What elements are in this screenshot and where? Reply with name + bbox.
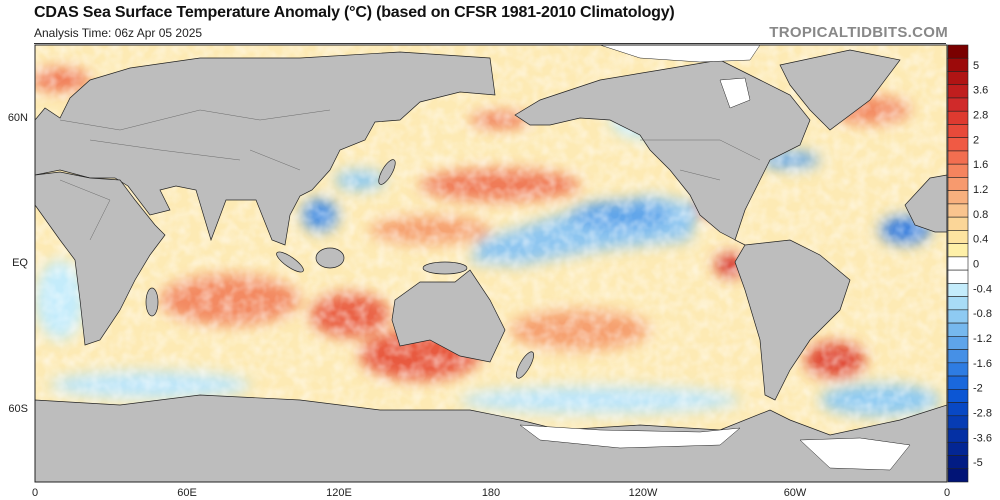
colorbar-segment bbox=[947, 269, 969, 284]
ice-hudson bbox=[719, 77, 751, 109]
colorbar-segment bbox=[947, 71, 969, 86]
land-new-guinea bbox=[422, 261, 468, 275]
longitude-tick-label: 0 bbox=[944, 487, 950, 499]
longitude-tick-label: 180 bbox=[482, 487, 500, 499]
map-frame bbox=[34, 44, 948, 483]
brand-watermark: TROPICALTIDBITS.COM bbox=[769, 24, 948, 41]
colorbar-label: -1.2 bbox=[973, 333, 992, 345]
colorbar-label: -2.8 bbox=[973, 407, 992, 419]
analysis-time: Analysis Time: 06z Apr 05 2025 bbox=[34, 26, 203, 40]
ice-weddell-shelf bbox=[799, 437, 911, 471]
colorbar-segment bbox=[947, 362, 969, 377]
colorbar-label: -2 bbox=[973, 383, 983, 395]
colorbar-label: 2.8 bbox=[973, 110, 988, 122]
colorbar-label: 3.6 bbox=[973, 85, 988, 97]
colorbar-segment bbox=[947, 296, 969, 311]
longitude-axis: 0 60E 120E 180 120W 60W 0 bbox=[32, 487, 950, 499]
longitude-tick-label: 0 bbox=[32, 487, 38, 499]
colorbar-label: 1.6 bbox=[973, 159, 988, 171]
colorbar-segment bbox=[947, 137, 969, 152]
colorbar-segment bbox=[947, 402, 969, 417]
colorbar-segment bbox=[947, 230, 969, 244]
colorbar-segment bbox=[947, 256, 969, 271]
land-australia bbox=[391, 269, 506, 363]
colorbar-segment bbox=[947, 110, 969, 125]
land-south-america bbox=[734, 239, 851, 401]
sea-ice bbox=[519, 45, 911, 471]
colorbar-segment bbox=[947, 97, 969, 112]
land-borneo bbox=[315, 247, 345, 269]
colorbar-segment bbox=[947, 375, 969, 390]
colorbar-segment bbox=[947, 84, 969, 99]
land-eurasia bbox=[35, 51, 496, 246]
country-borders bbox=[59, 109, 761, 241]
longitude-tick-label: 120W bbox=[629, 487, 658, 499]
colorbar-label: 0.4 bbox=[973, 234, 988, 246]
latitude-axis: 60N EQ 60S bbox=[8, 112, 29, 415]
longitude-tick-label: 120E bbox=[326, 487, 352, 499]
colorbar-label: 0 bbox=[973, 259, 979, 271]
land-antarctica bbox=[35, 394, 947, 482]
colorbar-segment bbox=[947, 415, 969, 430]
colorbar-segment bbox=[947, 163, 969, 178]
colorbar-segment bbox=[947, 216, 969, 231]
landmasses bbox=[35, 49, 947, 482]
colorbar-label: -0.4 bbox=[973, 283, 992, 295]
land-north-america bbox=[514, 59, 811, 246]
land-africa bbox=[35, 171, 166, 346]
colorbar-label: 0.8 bbox=[973, 209, 988, 221]
map-area bbox=[35, 45, 947, 482]
colorbar-label: 2 bbox=[973, 134, 979, 146]
colorbar-label: -5 bbox=[973, 457, 983, 469]
colorbar-segment bbox=[947, 203, 969, 218]
colorbar-segment bbox=[947, 124, 969, 138]
colorbar-segment bbox=[947, 44, 969, 59]
ice-arctic bbox=[599, 45, 761, 63]
colorbar-segment bbox=[947, 190, 969, 205]
land-japan bbox=[378, 159, 396, 185]
colorbar: 5 3.6 2.8 2 1.6 1.2 0.8 0.4 0 -0.4 -0.8 -1.2 -1.6 -2 -… bbox=[947, 44, 992, 483]
colorbar-segment bbox=[947, 177, 969, 191]
colorbar-segment bbox=[947, 428, 969, 443]
colorbar-label: -1.6 bbox=[973, 358, 992, 370]
colorbar-label: -3.6 bbox=[973, 432, 992, 444]
colorbar-segment bbox=[947, 455, 969, 470]
colorbar-label: 1.2 bbox=[973, 184, 988, 196]
land-sumatra bbox=[276, 251, 304, 273]
latitude-tick-label: 60S bbox=[8, 403, 28, 415]
colorbar-segment bbox=[947, 349, 969, 364]
colorbar-segment bbox=[947, 57, 969, 72]
land-new-zealand bbox=[515, 351, 535, 379]
land-greenland bbox=[779, 49, 901, 131]
colorbar-segment bbox=[947, 150, 969, 165]
map-title: CDAS Sea Surface Temperature Anomaly (°C… bbox=[34, 4, 675, 21]
longitude-tick-label: 60W bbox=[784, 487, 807, 499]
colorbar-segment bbox=[947, 441, 969, 456]
colorbar-segment bbox=[947, 309, 969, 324]
colorbar-label: 5 bbox=[973, 60, 979, 72]
colorbar-segment bbox=[947, 283, 969, 297]
latitude-tick-label: 60N bbox=[8, 112, 28, 124]
header-divider bbox=[34, 43, 946, 44]
colorbar-segment bbox=[947, 389, 969, 403]
latitude-tick-label: EQ bbox=[12, 257, 28, 269]
longitude-tick-label: 60E bbox=[177, 487, 197, 499]
colorbar-segment bbox=[947, 468, 969, 483]
colorbar-segment bbox=[947, 336, 969, 350]
colorbar-label: -0.8 bbox=[973, 308, 992, 320]
land-madagascar bbox=[145, 287, 159, 317]
ice-ross-shelf bbox=[519, 424, 741, 449]
colorbar-segment bbox=[947, 243, 969, 258]
colorbar-segment bbox=[947, 322, 969, 337]
land-west-africa bbox=[904, 174, 947, 233]
